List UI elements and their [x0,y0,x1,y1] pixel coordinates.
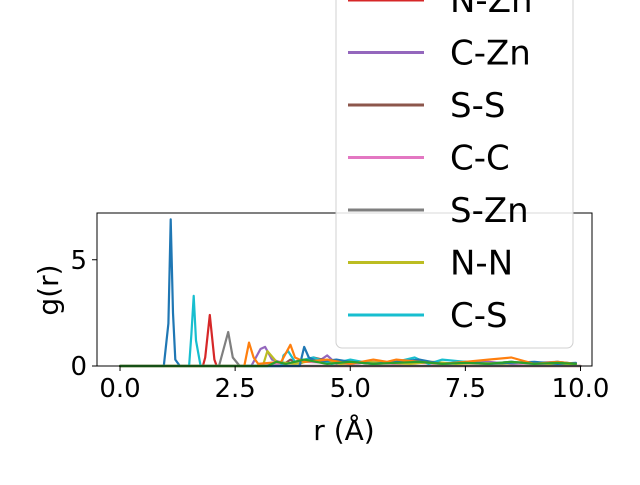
series-line-unlabeled-9 [118,358,578,368]
x-axis-ticks: 0.0 2.5 5.0 7.5 10.0 [99,366,609,404]
legend-label: S-Zn [450,191,529,231]
legend-label: S-S [450,86,505,126]
legend-entry: N-N [348,244,513,284]
x-tick-label: 0.0 [99,374,140,404]
x-tick-label: 2.5 [214,374,255,404]
x-tick-label: 7.5 [445,374,486,404]
legend-label: C-Zn [450,34,531,74]
legend-entry: N-Zn [348,0,533,21]
legend-entry: C-S [348,296,508,336]
x-axis-label: r (Å) [313,413,374,447]
legend-label: C-C [450,139,510,179]
series-layer [118,218,582,368]
y-tick-label: 0 [70,352,87,382]
legend: N-Zn C-Zn S-S C-C S-Zn N-N C-S [335,0,574,349]
legend-entry: S-Zn [348,191,529,231]
legend-label: N-Zn [450,0,533,21]
y-tick-label: 5 [70,246,87,276]
legend-entry: S-S [348,86,505,126]
legend-entry: C-Zn [348,34,531,74]
legend-entry: C-C [348,139,510,179]
y-axis-label: g(r) [32,264,65,315]
legend-label: C-S [450,296,508,336]
legend-label: N-N [450,244,513,284]
legend-box [335,0,574,349]
x-tick-label: 10.0 [552,374,610,404]
x-tick-label: 5.0 [330,374,371,404]
y-axis-ticks: 05 [70,246,97,382]
